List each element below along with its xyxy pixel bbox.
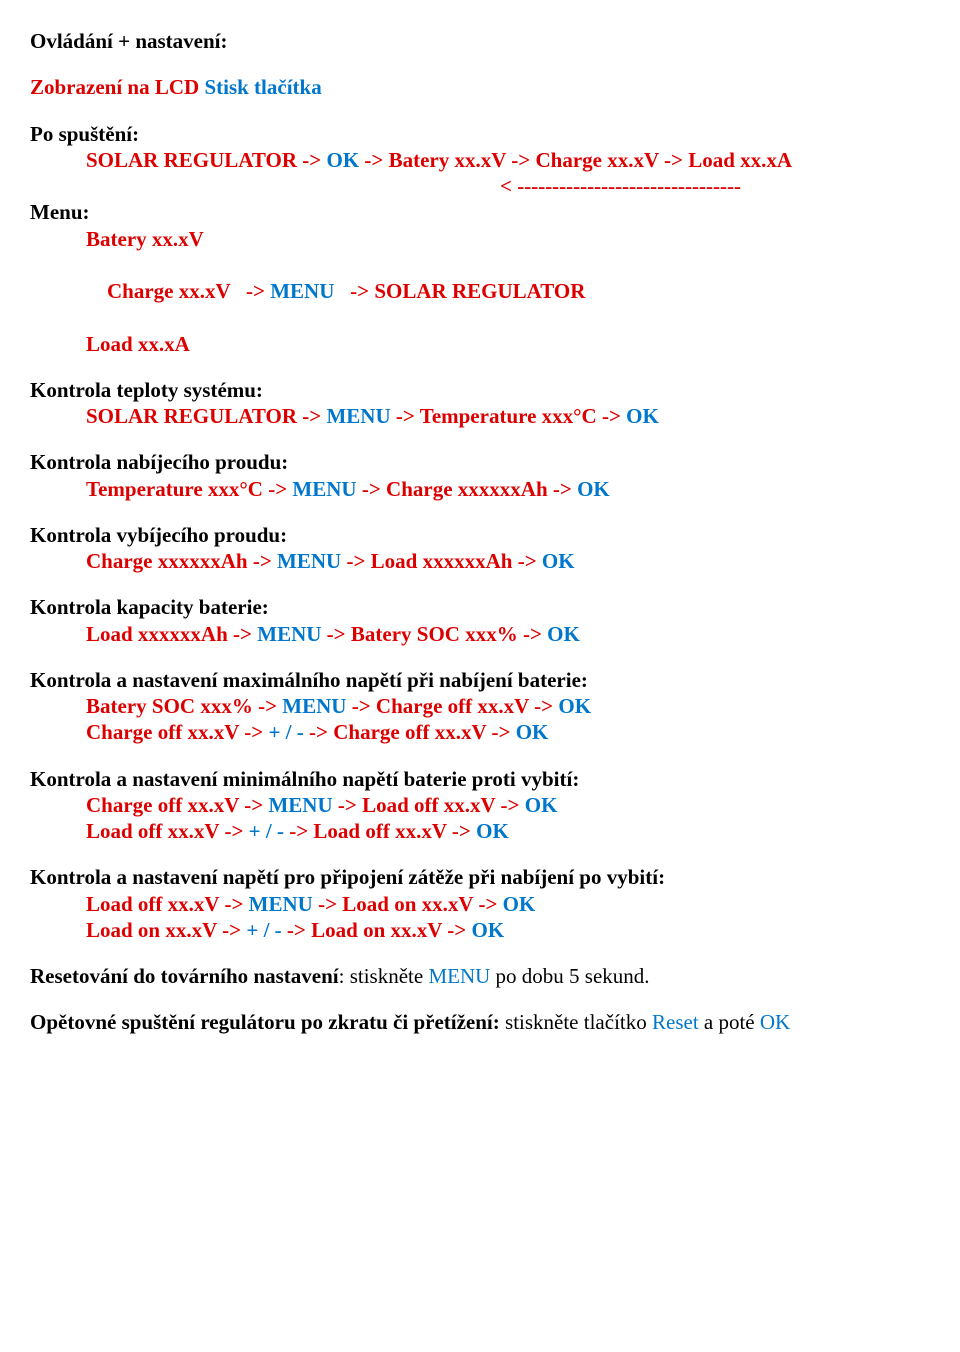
line-menu-3: Load xx.xA (30, 331, 930, 357)
text: -> Charge off xx.xV -> (346, 694, 558, 718)
text: SOLAR REGULATOR -> (86, 148, 326, 172)
text: MENU (268, 793, 332, 817)
text: stiskněte tlačítko (500, 1010, 652, 1034)
line-factory-reset: Resetování do továrního nastavení: stisk… (30, 963, 930, 989)
heading-after-start: Po spuštění: (30, 121, 930, 147)
line-reconnect-2: Load on xx.xV -> + / - -> Load on xx.xV … (30, 917, 930, 943)
line-max-voltage-1: Batery SOC xxx% -> MENU -> Charge off xx… (30, 693, 930, 719)
line-menu-2: Charge xx.xV -> MENU -> SOLAR REGULATOR (30, 252, 930, 331)
text: Charge xxxxxxAh -> (86, 549, 277, 573)
line-charge-current: Temperature xxx°C -> MENU -> Charge xxxx… (30, 476, 930, 502)
text: OK (542, 549, 575, 573)
text: Load off xx.xV -> (86, 892, 249, 916)
text: OK (326, 148, 359, 172)
text: OK (472, 918, 505, 942)
heading-max-voltage: Kontrola a nastavení maximálního napětí … (30, 667, 930, 693)
text: OK (577, 477, 610, 501)
text: -> Load on xx.xV -> (313, 892, 503, 916)
text: -> Charge off xx.xV -> (304, 720, 516, 744)
text: OK (476, 819, 509, 843)
line-restart-after-short: Opětovné spuštění regulátoru po zkratu č… (30, 1009, 930, 1035)
text: -> Temperature xxx°C -> (391, 404, 627, 428)
text: OK (516, 720, 549, 744)
heading-charge-current: Kontrola nabíjecího proudu: (30, 449, 930, 475)
text: po dobu 5 sekund. (490, 964, 649, 988)
text: -> Load xxxxxxAh -> (341, 549, 542, 573)
line-min-voltage-1: Charge off xx.xV -> MENU -> Load off xx.… (30, 792, 930, 818)
text: Charge off xx.xV -> (86, 720, 268, 744)
text: -> Load on xx.xV -> (282, 918, 472, 942)
text: MENU (257, 622, 321, 646)
text: + / - (268, 720, 303, 744)
heading-min-voltage: Kontrola a nastavení minimálního napětí … (30, 766, 930, 792)
text: -> SOLAR REGULATOR (334, 279, 585, 303)
heading-menu: Menu: (30, 199, 930, 225)
text: -> Load off xx.xV -> (333, 793, 525, 817)
line-discharge-current: Charge xxxxxxAh -> MENU -> Load xxxxxxAh… (30, 548, 930, 574)
text: Charge off xx.xV -> (86, 793, 268, 817)
text: OK (558, 694, 591, 718)
text: MENU (428, 964, 490, 988)
text: OK (525, 793, 558, 817)
heading-main: Ovládání + nastavení: (30, 28, 930, 54)
legend-lcd: Zobrazení na LCD (30, 75, 199, 99)
text: MENU (326, 404, 390, 428)
line-after-start-2: < -------------------------------- (30, 173, 930, 199)
text: Load xxxxxxAh -> (86, 622, 257, 646)
text: MENU (292, 477, 356, 501)
text: OK (760, 1010, 790, 1034)
text: Load on xx.xV -> (86, 918, 246, 942)
text: OK (503, 892, 536, 916)
heading-legend: Zobrazení na LCD Stisk tlačítka (30, 74, 930, 100)
heading-reconnect-voltage: Kontrola a nastavení napětí pro připojen… (30, 864, 930, 890)
text: MENU (249, 892, 313, 916)
legend-button: Stisk tlačítka (199, 75, 322, 99)
text: + / - (249, 819, 284, 843)
text: SOLAR REGULATOR -> (86, 404, 326, 428)
line-battery-capacity: Load xxxxxxAh -> MENU -> Batery SOC xxx%… (30, 621, 930, 647)
text: + / - (246, 918, 281, 942)
line-min-voltage-2: Load off xx.xV -> + / - -> Load off xx.x… (30, 818, 930, 844)
text: MENU (282, 694, 346, 718)
text: -> Batery xx.xV -> Charge xx.xV -> Load … (359, 148, 792, 172)
text: Reset (652, 1010, 699, 1034)
text: -> Load off xx.xV -> (284, 819, 476, 843)
line-max-voltage-2: Charge off xx.xV -> + / - -> Charge off … (30, 719, 930, 745)
text: OK (547, 622, 580, 646)
line-menu-1: Batery xx.xV (30, 226, 930, 252)
heading-temp-check: Kontrola teploty systému: (30, 377, 930, 403)
text: -> Batery SOC xxx% -> (321, 622, 547, 646)
text: Opětovné spuštění regulátoru po zkratu č… (30, 1010, 500, 1034)
text: Batery SOC xxx% -> (86, 694, 282, 718)
text: -> Charge xxxxxxAh -> (357, 477, 578, 501)
text: : stiskněte (339, 964, 429, 988)
text: a poté (699, 1010, 760, 1034)
text: Resetování do továrního nastavení (30, 964, 339, 988)
heading-discharge-current: Kontrola vybíjecího proudu: (30, 522, 930, 548)
line-temp-check: SOLAR REGULATOR -> MENU -> Temperature x… (30, 403, 930, 429)
heading-battery-capacity: Kontrola kapacity baterie: (30, 594, 930, 620)
text: MENU (277, 549, 341, 573)
text: Charge xx.xV -> (107, 279, 270, 303)
text: MENU (270, 279, 334, 303)
text: Temperature xxx°C -> (86, 477, 292, 501)
line-after-start-1: SOLAR REGULATOR -> OK -> Batery xx.xV ->… (30, 147, 930, 173)
line-reconnect-1: Load off xx.xV -> MENU -> Load on xx.xV … (30, 891, 930, 917)
text: OK (626, 404, 659, 428)
text: Load off xx.xV -> (86, 819, 249, 843)
